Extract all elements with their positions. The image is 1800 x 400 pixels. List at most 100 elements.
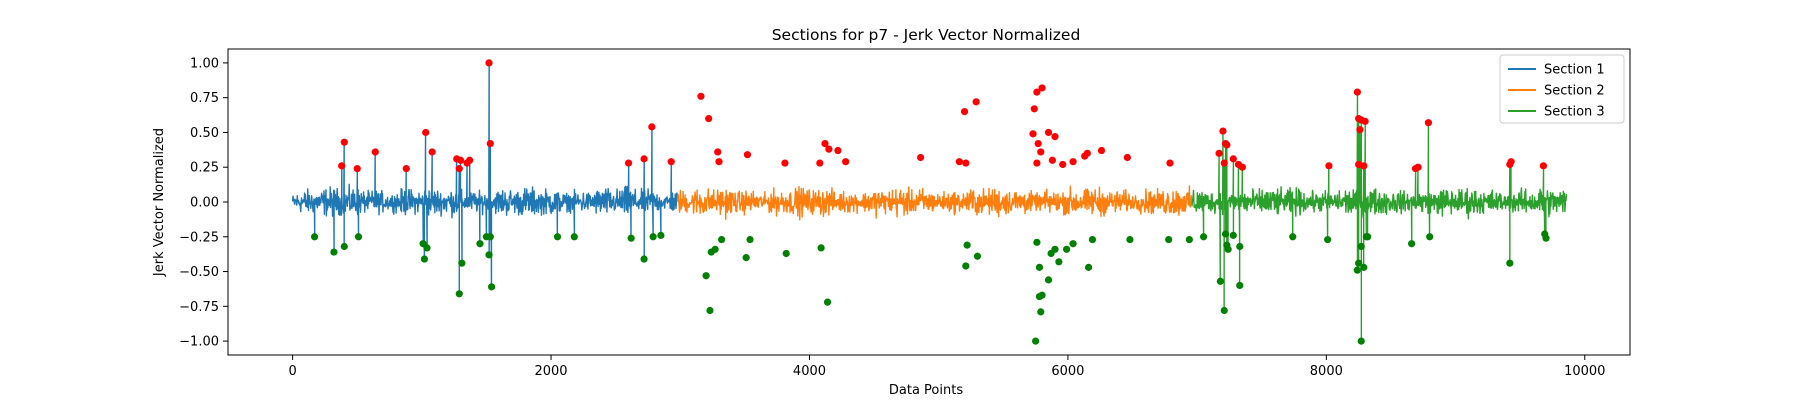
trough-marker bbox=[1088, 235, 1097, 244]
peak-marker bbox=[962, 159, 970, 167]
trough-marker bbox=[1185, 235, 1193, 244]
peak-marker bbox=[1044, 128, 1053, 137]
x-tick-label: 10000 bbox=[1564, 364, 1605, 379]
peak-marker bbox=[1356, 126, 1364, 134]
trough-marker bbox=[488, 283, 496, 291]
trough-marker bbox=[458, 259, 466, 267]
trough-marker bbox=[1360, 263, 1368, 271]
trough-marker bbox=[1032, 337, 1040, 345]
peak-marker bbox=[1361, 117, 1369, 125]
trough-marker bbox=[1353, 266, 1361, 274]
trough-marker bbox=[1038, 291, 1046, 299]
trough-marker bbox=[782, 249, 790, 258]
trough-marker bbox=[817, 244, 825, 252]
trough-marker bbox=[354, 233, 363, 241]
peak-marker bbox=[1033, 88, 1041, 96]
trough-marker bbox=[1229, 231, 1237, 239]
trough-marker bbox=[1055, 258, 1063, 266]
trough-marker bbox=[1126, 235, 1134, 244]
trough-marker bbox=[657, 231, 665, 239]
peak-marker bbox=[825, 145, 833, 153]
trough-marker bbox=[553, 233, 562, 241]
x-tick-label: 2000 bbox=[534, 364, 567, 379]
peak-marker bbox=[1215, 149, 1223, 157]
x-tick-label: 4000 bbox=[793, 364, 826, 379]
peak-marker bbox=[1033, 159, 1041, 167]
peak-marker bbox=[402, 165, 410, 173]
trough-marker bbox=[1069, 240, 1077, 248]
peak-marker bbox=[781, 159, 789, 167]
trough-marker bbox=[1165, 235, 1173, 244]
peak-marker bbox=[1507, 158, 1515, 166]
trough-marker bbox=[1357, 242, 1365, 251]
trough-marker bbox=[476, 240, 484, 248]
trough-marker bbox=[1426, 233, 1434, 241]
trough-marker bbox=[330, 248, 338, 256]
y-tick-label: 0.00 bbox=[190, 196, 219, 211]
peak-marker bbox=[624, 159, 633, 167]
peak-marker bbox=[428, 148, 436, 156]
peak-marker bbox=[456, 156, 465, 164]
peak-marker bbox=[960, 107, 969, 116]
peak-marker bbox=[338, 162, 346, 170]
legend-label: Section 2 bbox=[1544, 84, 1605, 99]
peak-marker bbox=[697, 92, 705, 100]
trough-marker bbox=[1408, 240, 1416, 248]
trough-marker bbox=[1199, 233, 1208, 241]
legend-label: Section 3 bbox=[1544, 105, 1605, 120]
trough-marker bbox=[1037, 308, 1045, 316]
peak-marker bbox=[486, 139, 494, 148]
peak-marker bbox=[1539, 162, 1548, 170]
y-tick-label: −0.50 bbox=[179, 265, 219, 280]
x-tick-label: 8000 bbox=[1310, 364, 1343, 379]
x-tick-label: 6000 bbox=[1051, 364, 1084, 379]
trough-marker bbox=[963, 241, 971, 249]
y-tick-label: 0.50 bbox=[190, 126, 219, 141]
trough-marker bbox=[420, 255, 429, 263]
trough-marker bbox=[706, 306, 714, 315]
series-line-3 bbox=[1191, 91, 1568, 342]
peak-marker bbox=[1034, 139, 1042, 148]
peak-marker bbox=[1037, 148, 1045, 156]
trough-marker bbox=[1355, 259, 1363, 267]
peak-marker bbox=[705, 114, 713, 123]
y-axis: −1.00 −0.75 −0.50 −0.25 0.00 0.25 0.50 0.75 1.00 bbox=[179, 56, 228, 350]
x-axis: 0 2000 4000 6000 8000 10000 bbox=[288, 355, 1605, 379]
trough-marker bbox=[423, 244, 431, 252]
legend-label: Section 1 bbox=[1544, 63, 1605, 78]
y-axis-label: Jerk Vector Normalized bbox=[152, 128, 167, 277]
trough-marker bbox=[1051, 245, 1059, 253]
peak-marker bbox=[667, 158, 675, 166]
peak-marker bbox=[972, 98, 980, 106]
peak-marker bbox=[1030, 105, 1038, 113]
y-tick-label: −0.75 bbox=[179, 300, 219, 315]
trough-marker bbox=[702, 272, 710, 280]
chart-title: Sections for p7 - Jerk Vector Normalized bbox=[772, 26, 1081, 44]
trough-marker bbox=[649, 233, 657, 241]
peak-marker bbox=[1353, 88, 1361, 96]
legend: Section 1 Section 2 Section 3 bbox=[1499, 54, 1625, 124]
peak-marker bbox=[714, 148, 722, 156]
trough-marker bbox=[640, 255, 648, 263]
peak-marker bbox=[1219, 127, 1227, 135]
trough-marker bbox=[742, 254, 750, 262]
x-axis-label: Data Points bbox=[889, 383, 963, 398]
trough-marker bbox=[627, 234, 635, 242]
trough-marker bbox=[973, 252, 982, 260]
trough-marker bbox=[486, 233, 494, 241]
trough-marker bbox=[1035, 263, 1044, 271]
trough-marker bbox=[1506, 259, 1514, 267]
peak-marker bbox=[1223, 141, 1231, 149]
peak-marker bbox=[1424, 119, 1433, 127]
series-line-2 bbox=[676, 185, 1193, 221]
trough-marker bbox=[310, 233, 319, 241]
peak-marker bbox=[485, 59, 493, 67]
peak-marker bbox=[834, 146, 842, 155]
peak-marker bbox=[1229, 155, 1237, 163]
trough-marker bbox=[1357, 337, 1365, 345]
trough-marker bbox=[718, 235, 726, 244]
trough-marker bbox=[570, 233, 578, 241]
trough-marker bbox=[1044, 276, 1053, 284]
peak-marker bbox=[1097, 146, 1106, 155]
trough-marker bbox=[1216, 277, 1224, 285]
